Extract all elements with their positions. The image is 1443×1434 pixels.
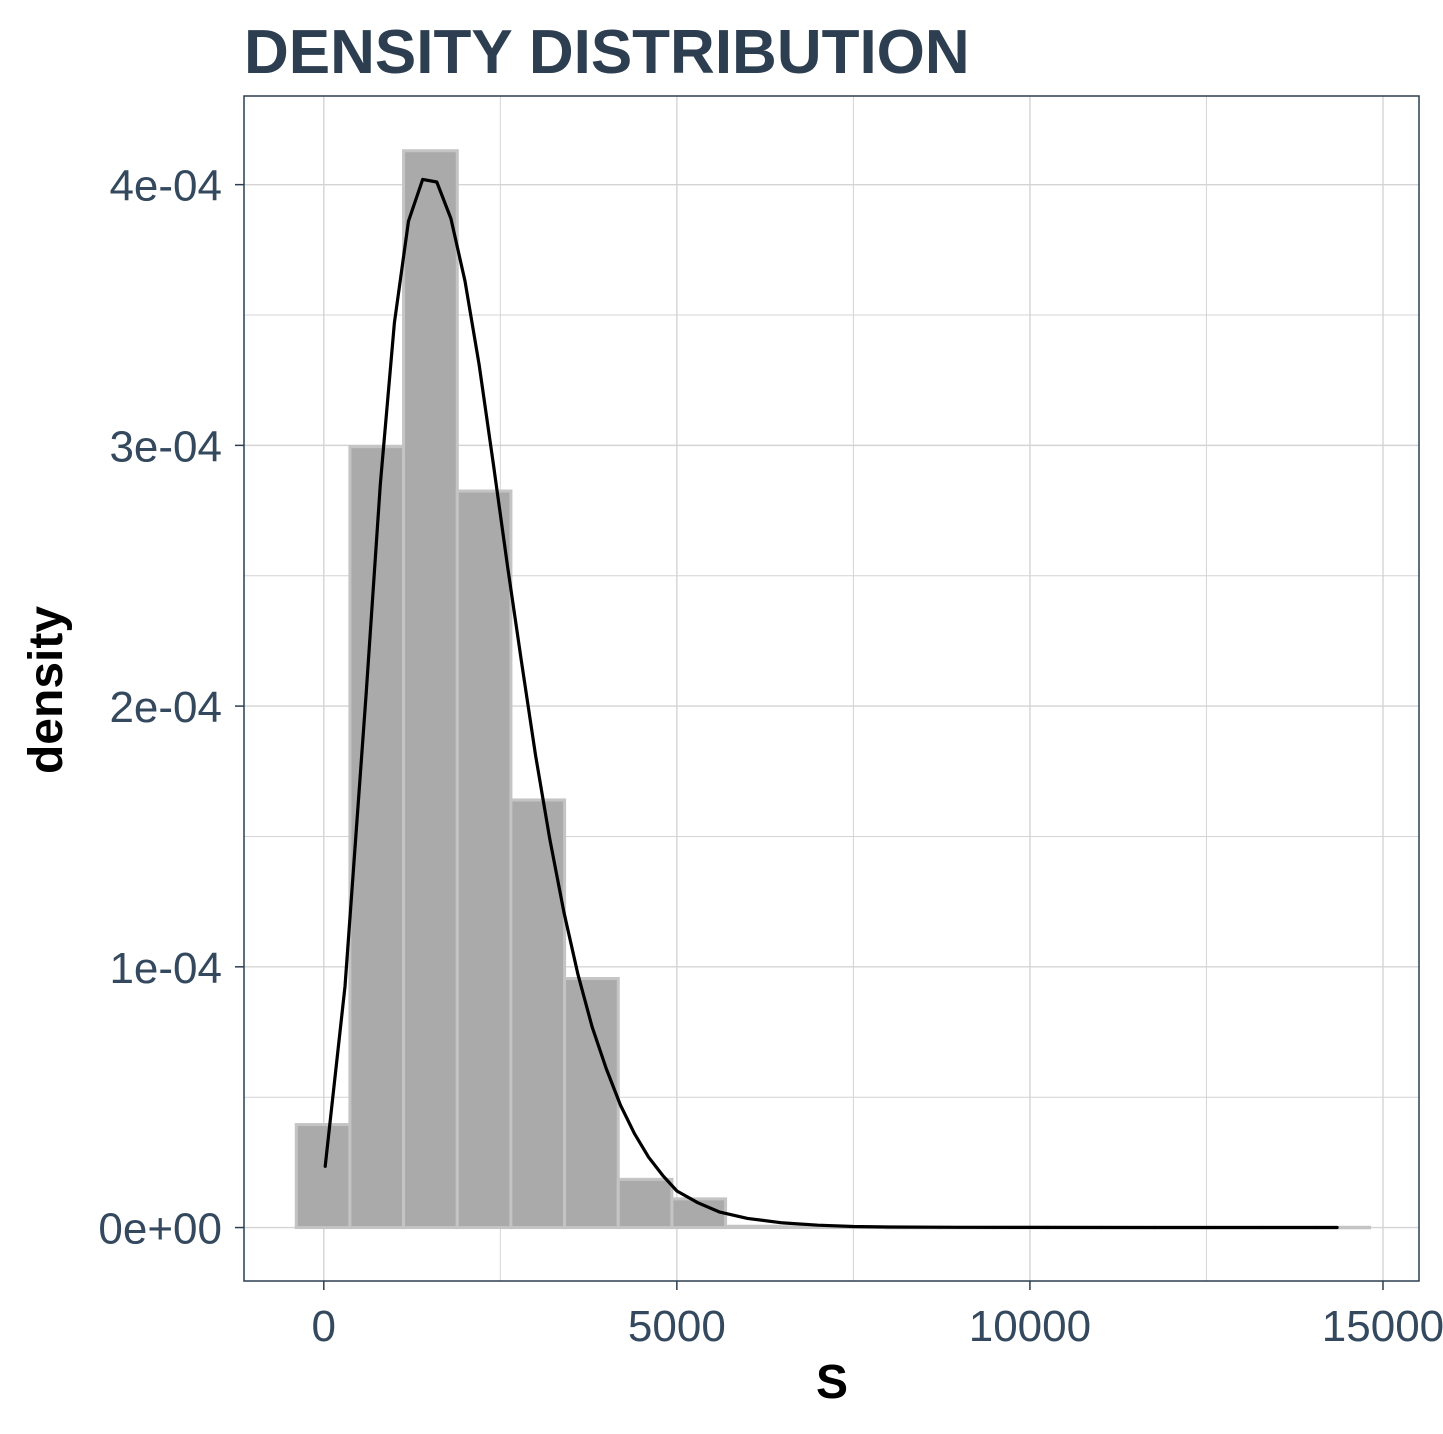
histogram-bar	[724, 1224, 781, 1230]
y-tick-label: 4e-04	[109, 162, 222, 211]
y-tick-label: 3e-04	[109, 422, 222, 471]
histogram-bar	[294, 1123, 352, 1230]
y-tick-label: 0e+00	[98, 1205, 222, 1254]
histogram-bars	[294, 149, 1372, 1230]
y-axis-ticks: 0e+00 1e-04 2e-04 3e-04 4e-04	[98, 162, 244, 1254]
y-tick-label: 2e-04	[109, 683, 222, 732]
x-tick-label: 5000	[628, 1302, 726, 1351]
histogram-bar	[455, 489, 513, 1230]
x-tick-label: 10000	[969, 1302, 1091, 1351]
x-axis-label: S	[816, 1356, 848, 1409]
histogram-bar	[509, 798, 567, 1230]
density-curve-layer	[323, 177, 1339, 1230]
histogram-bar	[402, 149, 459, 1230]
y-axis-label: density	[20, 606, 73, 774]
histogram-bar	[348, 445, 406, 1230]
chart-title: DENSITY DISTRIBUTION	[244, 18, 970, 87]
y-tick-label: 1e-04	[109, 944, 222, 993]
density-curve	[323, 177, 1339, 1230]
x-axis-ticks: 0 5000 10000 15000	[312, 1281, 1443, 1351]
panel-border	[243, 95, 1420, 1282]
histogram-bar	[616, 1177, 674, 1230]
histogram-bar	[563, 977, 620, 1230]
x-tick-label: 15000	[1322, 1302, 1443, 1351]
x-tick-label: 0	[312, 1302, 336, 1351]
